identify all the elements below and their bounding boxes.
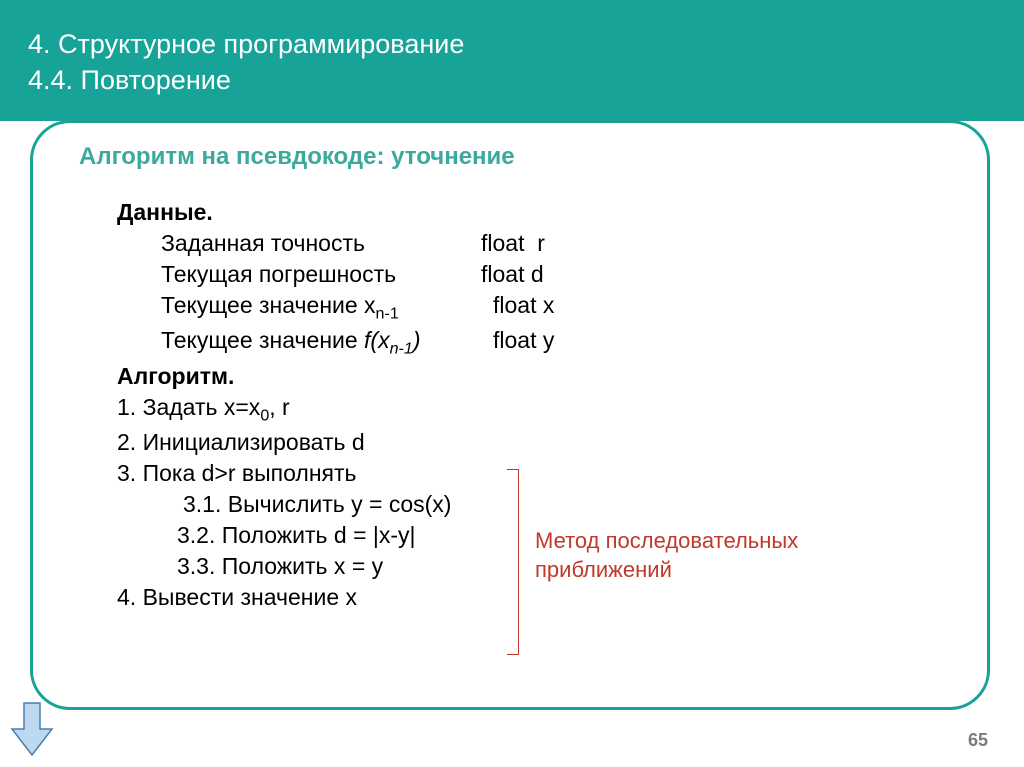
header-line-2: 4.4. Повторение — [28, 62, 1004, 98]
bracket-annotation — [507, 469, 519, 655]
algo-step: 1. Задать x=x0, r — [117, 392, 947, 427]
data-row-type: float x — [493, 290, 554, 325]
data-row-type: float y — [493, 325, 554, 360]
data-row-label: Текущее значение f(xn-1) — [117, 325, 493, 360]
algo-step: 3.1. Вычислить y = cos(x) — [117, 489, 947, 520]
data-row: Текущее значение f(xn-1)float y — [117, 325, 947, 360]
algo-step: 3. Пока d>r выполнять — [117, 458, 947, 489]
algorithm-block: Данные. Заданная точностьfloat rТекущая … — [117, 197, 947, 613]
data-row-label: Заданная точность — [117, 228, 481, 259]
algo-step: 3.2. Положить d = |x-y| — [111, 520, 947, 551]
method-annotation: Метод последовательных приближений — [535, 527, 798, 584]
data-row-label: Текущая погрешность — [117, 259, 481, 290]
algo-step: 2. Инициализировать d — [117, 427, 947, 458]
algo-steps: 1. Задать x=x0, r2. Инициализировать d3.… — [117, 392, 947, 614]
data-row-type: float d — [481, 259, 544, 290]
data-row-label: Текущее значение xn-1 — [117, 290, 493, 325]
section-title: Алгоритм на псевдокоде: уточнение — [79, 143, 947, 171]
annotation-line-1: Метод последовательных — [535, 528, 798, 553]
algo-heading: Алгоритм. — [117, 361, 947, 392]
content-frame: Алгоритм на псевдокоде: уточнение Данные… — [30, 120, 990, 710]
data-heading: Данные. — [117, 197, 947, 228]
page-number: 65 — [968, 730, 988, 751]
data-row: Заданная точностьfloat r — [117, 228, 947, 259]
down-arrow-icon[interactable] — [10, 701, 54, 757]
header-line-1: 4. Структурное программирование — [28, 26, 1004, 62]
data-row: Текущая погрешностьfloat d — [117, 259, 947, 290]
data-row-type: float r — [481, 228, 545, 259]
data-row: Текущее значение xn-1float x — [117, 290, 947, 325]
slide-header: 4. Структурное программирование 4.4. Пов… — [0, 0, 1024, 121]
annotation-line-2: приближений — [535, 557, 672, 582]
data-rows: Заданная точностьfloat rТекущая погрешно… — [117, 228, 947, 361]
algo-step: 4. Вывести значение x — [117, 582, 947, 613]
algo-step: 3.3. Положить x = y — [111, 551, 947, 582]
